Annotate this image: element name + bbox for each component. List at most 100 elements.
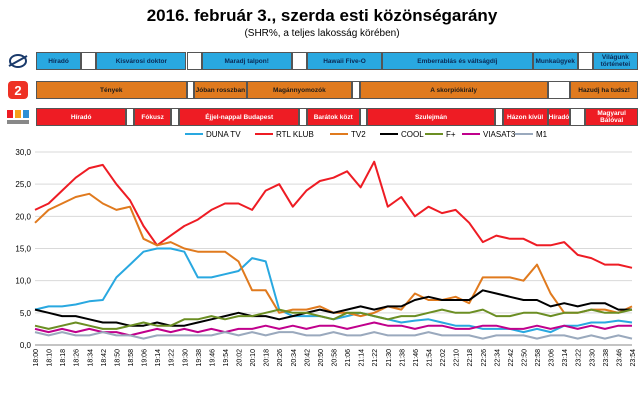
legend-label: M1 — [536, 130, 548, 139]
x-tick-label: 21:38 — [399, 349, 406, 367]
y-tick-label: 5,0 — [20, 309, 32, 318]
rtl-klub-logo-icon — [7, 110, 29, 124]
series-line-tv2 — [34, 192, 633, 318]
x-tick-label: 21:30 — [386, 349, 393, 367]
x-tick-label: 23:14 — [562, 349, 569, 367]
x-tick-label: 19:06 — [142, 349, 149, 367]
x-tick-label: 21:14 — [359, 349, 366, 367]
rtl-program-segment: Magyarul Bálóval — [585, 108, 638, 126]
y-tick-label: 10,0 — [15, 277, 31, 286]
duna-logo-icon — [8, 54, 28, 68]
duna-schedule-band: Híradó Kisvárosi doktor Maradj talpon! Hawa… — [36, 52, 638, 70]
series-line-f- — [34, 308, 633, 330]
tv2-program-segment: Magánnyomozók — [246, 81, 353, 99]
duna-program-segment: Emberrablás és váltságdíj — [382, 52, 533, 70]
x-tick-label: 21:54 — [426, 349, 433, 367]
x-tick-label: 21:22 — [372, 349, 379, 367]
x-tick-label: 20:26 — [277, 349, 284, 367]
x-tick-label: 22:34 — [494, 349, 501, 367]
x-tick-label: 22:02 — [440, 349, 447, 367]
x-tick-label: 22:18 — [467, 349, 474, 367]
rtl-program-segment: Híradó — [36, 108, 127, 126]
tv2-schedule-band: Tények Jóban rosszban Magánnyomozók A skorp… — [36, 81, 638, 99]
x-tick-label: 22:58 — [535, 349, 542, 367]
x-tick-label: 20:42 — [304, 349, 311, 367]
legend-label: DUNA TV — [206, 130, 241, 139]
x-tick-label: 21:06 — [345, 349, 352, 367]
rtl-program-segment — [495, 108, 503, 126]
x-tick-label: 23:30 — [589, 349, 596, 367]
x-tick-label: 20:34 — [291, 349, 298, 367]
legend-label: F+ — [446, 130, 456, 139]
x-tick-label: 19:14 — [155, 349, 162, 367]
x-tick-label: 20:02 — [237, 349, 244, 367]
series-line-cool — [34, 289, 632, 327]
duna-program-segment — [186, 52, 202, 70]
x-tick-label: 23:06 — [549, 349, 556, 367]
duna-program-segment: Munkaügyek — [532, 52, 578, 70]
x-tick-label: 20:18 — [264, 349, 271, 367]
x-tick-label: 21:46 — [413, 349, 420, 367]
series-line-viasat3 — [34, 321, 632, 337]
duna-program-segment — [291, 52, 307, 70]
chart-title: 2016. február 3., szerda esti közönségar… — [146, 6, 498, 25]
rtl-program-segment: Barátok közt — [306, 108, 360, 126]
x-tick-label: 18:58 — [128, 349, 135, 367]
rtl-schedule-band: Híradó Fókusz Éjjel-nappal Budapest Barátok… — [36, 108, 638, 126]
series-line-rtl-klub — [34, 160, 633, 269]
duna-program-segment: Hawaii Five-O — [306, 52, 383, 70]
tv2-program-segment: Jóban rosszban — [194, 81, 247, 99]
tv2-program-segment — [352, 81, 360, 99]
x-tick-label: 19:46 — [209, 349, 216, 367]
x-tick-label: 22:10 — [454, 349, 461, 367]
legend-label: COOL — [401, 130, 424, 139]
duna-program-segment — [81, 52, 97, 70]
x-tick-label: 22:26 — [481, 349, 488, 367]
x-tick-label: 20:58 — [332, 349, 339, 367]
x-tick-label: 18:10 — [47, 349, 54, 367]
tv2-program-segment — [547, 81, 571, 99]
x-tick-label: 20:10 — [250, 349, 257, 367]
x-tick-label: 19:30 — [182, 349, 189, 367]
y-tick-label: 0,0 — [20, 341, 32, 350]
legend-label: TV2 — [351, 130, 366, 139]
x-tick-label: 18:18 — [60, 349, 67, 367]
legend-label: RTL KLUB — [276, 130, 314, 139]
x-tick-label: 19:54 — [223, 349, 230, 367]
rtl-program-segment — [570, 108, 586, 126]
rtl-program-segment — [299, 108, 307, 126]
y-tick-label: 20,0 — [15, 212, 31, 221]
rtl-program-segment: Szulejmán — [367, 108, 496, 126]
rtl-program-segment: Fókusz — [133, 108, 172, 126]
x-tick-label: 18:00 — [33, 349, 40, 367]
duna-program-segment — [577, 52, 593, 70]
rtl-program-segment: Házon kívül — [502, 108, 548, 126]
tv2-program-segment — [186, 81, 195, 99]
legend-label: VIASAT3 — [483, 130, 516, 139]
x-tick-label: 23:54 — [630, 349, 637, 367]
x-tick-label: 23:22 — [576, 349, 583, 367]
tv2-program-segment: A skorpiókirály — [359, 81, 548, 99]
tv2-program-segment: Tények — [36, 81, 187, 99]
duna-program-segment: Világunk történetei — [592, 52, 638, 70]
x-tick-label: 22:42 — [508, 349, 515, 367]
rtl-program-segment: Éjjel-nappal Budapest — [178, 108, 300, 126]
x-tick-label: 18:26 — [74, 349, 81, 367]
y-tick-label: 30,0 — [15, 148, 31, 157]
rtl-program-segment — [359, 108, 368, 126]
y-tick-label: 15,0 — [15, 245, 31, 254]
svg-text:2: 2 — [14, 83, 21, 98]
x-tick-label: 18:50 — [114, 349, 121, 367]
duna-program-segment: Maradj talpon! — [201, 52, 292, 70]
x-tick-label: 23:46 — [616, 349, 623, 367]
tv2-program-segment: Hazudj ha tudsz! — [570, 81, 638, 99]
x-tick-label: 18:42 — [101, 349, 108, 367]
duna-program-segment: Híradó — [36, 52, 82, 70]
tv2-logo-icon: 2 — [8, 81, 28, 99]
rtl-program-segment — [171, 108, 179, 126]
rtl-program-segment — [126, 108, 134, 126]
x-tick-label: 20:50 — [318, 349, 325, 367]
x-tick-label: 19:38 — [196, 349, 203, 367]
duna-program-segment: Kisvárosi doktor — [96, 52, 187, 70]
